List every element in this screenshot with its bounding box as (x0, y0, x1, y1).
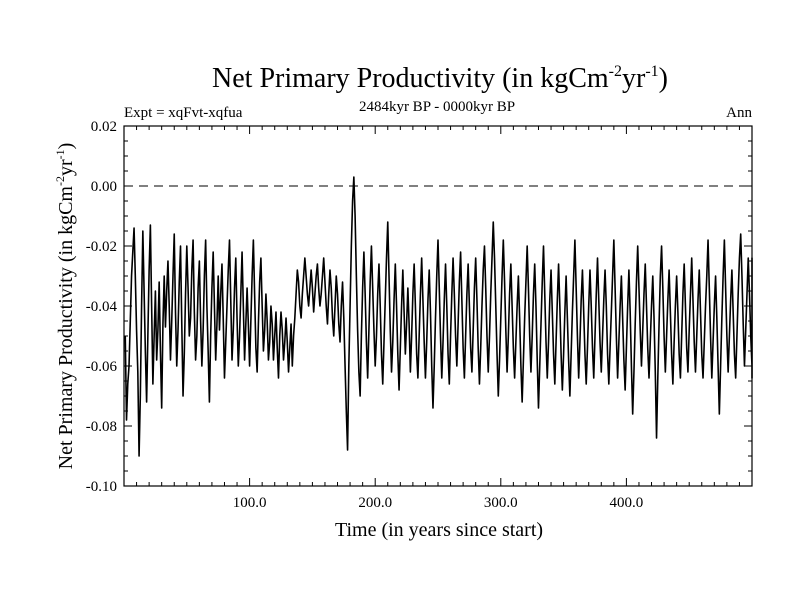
y-tick-label: 0.00 (91, 179, 117, 195)
chart-title: Net Primary Productivity (in kgCm-2yr-1) (212, 63, 668, 94)
npp-series-line (124, 176, 753, 457)
y-tick-label: -0.10 (86, 479, 117, 495)
x-tick-label: 400.0 (610, 495, 644, 511)
axis-ticks (124, 125, 752, 487)
axis-tick-labels: 100.0 200.0 300.0 400.0 -0.10 -0.08 -0.06 -0.04… (86, 119, 644, 511)
y-tick-label: -0.02 (86, 239, 117, 255)
time-range-label: 2484kyr BP - 0000kyr BP (359, 99, 515, 115)
x-tick-label: 300.0 (484, 495, 518, 511)
y-tick-label: -0.08 (86, 419, 117, 435)
y-tick-label: -0.04 (86, 299, 118, 315)
x-tick-label: 100.0 (233, 495, 267, 511)
y-tick-label: -0.06 (86, 359, 118, 375)
x-tick-label: 200.0 (358, 495, 392, 511)
experiment-label: Expt = xqFvt-xqfua (124, 105, 243, 121)
y-axis-label: Net Primary Productivity (in kgCm-2yr-1) (53, 143, 77, 470)
x-axis-label: Time (in years since start) (335, 519, 543, 541)
season-label: Ann (726, 105, 752, 121)
y-tick-label: 0.02 (91, 119, 117, 135)
plot-frame (123, 125, 753, 487)
